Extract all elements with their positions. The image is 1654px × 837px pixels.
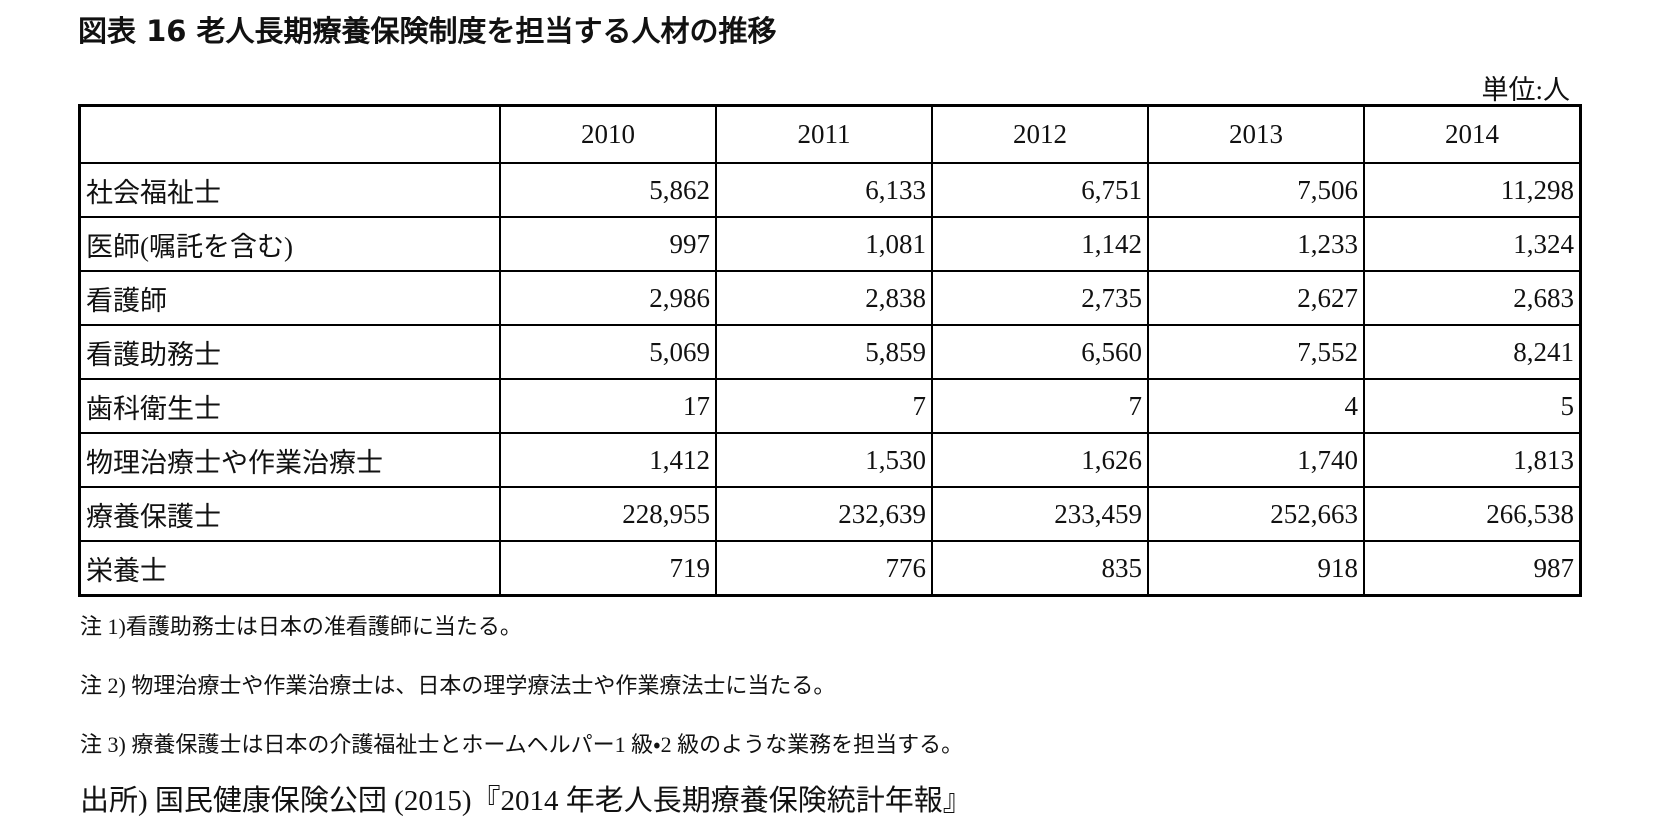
row-label: 栄養士 <box>78 540 501 597</box>
cell: 11,298 <box>1363 162 1582 218</box>
header-cell: 2011 <box>715 104 933 164</box>
cell: 6,560 <box>931 324 1149 380</box>
cell: 2,683 <box>1363 270 1582 326</box>
cell: 1,740 <box>1147 432 1365 488</box>
cell: 719 <box>499 540 717 597</box>
cell: 5,069 <box>499 324 717 380</box>
cell: 2,735 <box>931 270 1149 326</box>
cell: 835 <box>931 540 1149 597</box>
cell: 987 <box>1363 540 1582 597</box>
cell: 5 <box>1363 378 1582 434</box>
title: 図表 16 老人長期療養保険制度を担当する人材の推移 <box>78 14 777 48</box>
header-cell: 2010 <box>499 104 717 164</box>
cell: 997 <box>499 216 717 272</box>
cell: 776 <box>715 540 933 597</box>
cell: 1,412 <box>499 432 717 488</box>
header-cell: 2012 <box>931 104 1149 164</box>
cell: 1,626 <box>931 432 1149 488</box>
cell: 232,639 <box>715 486 933 542</box>
unit-label: 単位:人 <box>1481 75 1570 105</box>
cell: 17 <box>499 378 717 434</box>
table-row: 栄養士 719 776 835 918 987 <box>78 540 1582 597</box>
cell: 228,955 <box>499 486 717 542</box>
table-row: 療養保護士 228,955 232,639 233,459 252,663 266,538 <box>78 486 1582 542</box>
header-cell: 2014 <box>1363 104 1582 164</box>
header-cell <box>78 104 501 164</box>
note: 注 1)看護助務士は日本の准看護師に当たる。 <box>80 614 522 639</box>
row-label: 看護師 <box>78 270 501 326</box>
row-label: 社会福祉士 <box>78 162 501 218</box>
cell: 6,133 <box>715 162 933 218</box>
table-row: 歯科衛生士 17 7 7 4 5 <box>78 378 1582 434</box>
cell: 252,663 <box>1147 486 1365 542</box>
header-cell: 2013 <box>1147 104 1365 164</box>
row-label: 医師(嘱託を含む) <box>78 216 501 272</box>
cell: 7 <box>931 378 1149 434</box>
cell: 1,813 <box>1363 432 1582 488</box>
cell: 1,142 <box>931 216 1149 272</box>
cell: 7 <box>715 378 933 434</box>
cell: 1,081 <box>715 216 933 272</box>
cell: 7,552 <box>1147 324 1365 380</box>
table-row: 医師(嘱託を含む) 997 1,081 1,142 1,233 1,324 <box>78 216 1582 272</box>
cell: 1,324 <box>1363 216 1582 272</box>
cell: 233,459 <box>931 486 1149 542</box>
source: 出所) 国民健康保険公団 (2015)『2014 年老人長期療養保険統計年報』 <box>80 785 972 817</box>
table-row: 看護師 2,986 2,838 2,735 2,627 2,683 <box>78 270 1582 326</box>
row-label: 療養保護士 <box>78 486 501 542</box>
row-label: 歯科衛生士 <box>78 378 501 434</box>
cell: 8,241 <box>1363 324 1582 380</box>
cell: 1,233 <box>1147 216 1365 272</box>
cell: 4 <box>1147 378 1365 434</box>
note: 注 2) 物理治療士や作業治療士は、日本の理学療法士や作業療法士に当たる。 <box>80 673 836 698</box>
table-row: 物理治療士や作業治療士 1,412 1,530 1,626 1,740 1,813 <box>78 432 1582 488</box>
cell: 2,838 <box>715 270 933 326</box>
cell: 5,862 <box>499 162 717 218</box>
row-label: 物理治療士や作業治療士 <box>78 432 501 488</box>
cell: 1,530 <box>715 432 933 488</box>
table-row: 社会福祉士 5,862 6,133 6,751 7,506 11,298 <box>78 162 1582 218</box>
cell: 5,859 <box>715 324 933 380</box>
cell: 7,506 <box>1147 162 1365 218</box>
note: 注 3) 療養保護士は日本の介護福祉士とホームヘルパー1 級・2 級のような業務… <box>80 732 964 757</box>
table-row: 看護助務士 5,069 5,859 6,560 7,552 8,241 <box>78 324 1582 380</box>
cell: 2,986 <box>499 270 717 326</box>
row-label: 看護助務士 <box>78 324 501 380</box>
cell: 2,627 <box>1147 270 1365 326</box>
cell: 266,538 <box>1363 486 1582 542</box>
cell: 918 <box>1147 540 1365 597</box>
data-table: 2010 2011 2012 2013 2014 社会福祉士 5,862 6,133 6,751… <box>78 104 1582 597</box>
cell: 6,751 <box>931 162 1149 218</box>
header-row: 2010 2011 2012 2013 2014 <box>78 104 1582 164</box>
